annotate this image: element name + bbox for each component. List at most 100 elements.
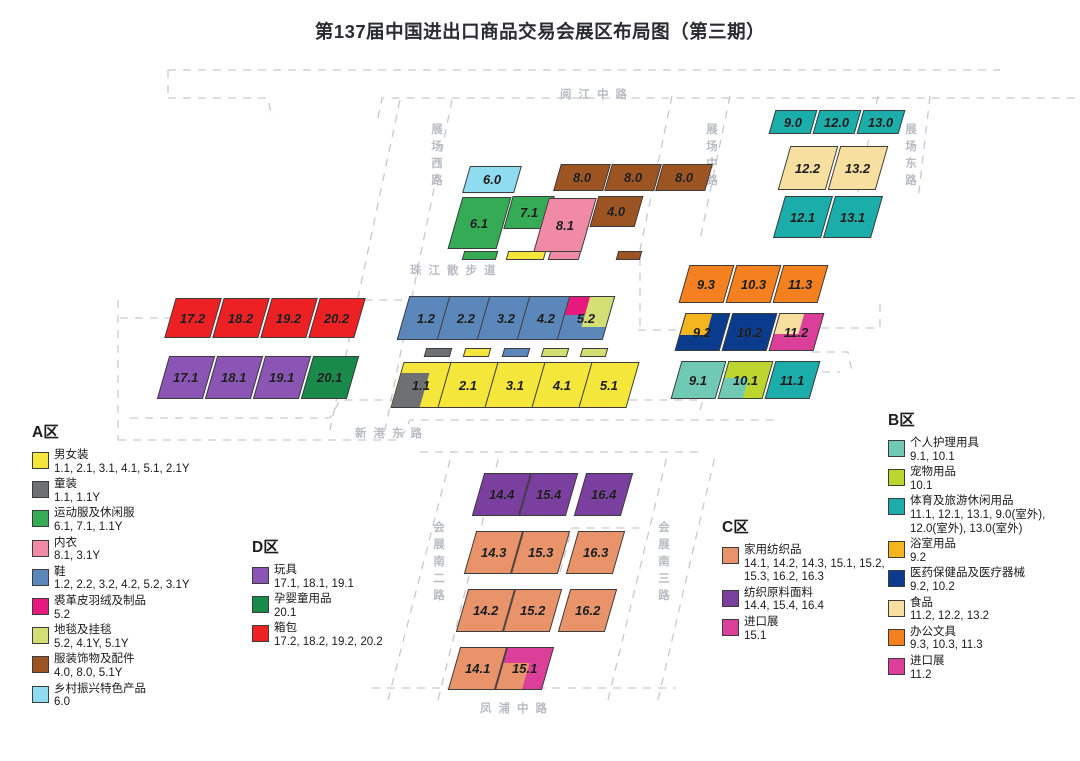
legend-item[interactable]: 童装 1.1, 1.1Y	[32, 478, 237, 505]
booth-block[interactable]: 2.1Y	[505, 251, 547, 260]
booth-label: 1.2	[416, 310, 436, 326]
legend-item[interactable]: 男女装 1.1, 2.1, 3.1, 4.1, 5.1, 2.1Y	[32, 449, 237, 476]
booth-block[interactable]: 8.0	[553, 164, 611, 191]
legend-hall-codes: 10.1	[910, 479, 933, 492]
legend-category-name: 乡村振兴特色产品	[54, 682, 146, 695]
legend-item[interactable]: 家用纺织品 14.1, 14.2, 14.3, 15.1, 15.2, 15.3,…	[722, 544, 912, 585]
legend-color-swatch	[252, 596, 269, 614]
legend-category-name: 男女装	[54, 449, 89, 461]
legend-item[interactable]: 孕婴童用品 20.1	[252, 593, 422, 620]
legend-item[interactable]: 箱包 17.2, 18.2, 19.2, 20.2	[252, 622, 422, 649]
legend-text: 个人护理用具 9.1, 10.1	[910, 437, 979, 464]
legend-item[interactable]: 进口展 11.2	[888, 655, 1078, 682]
booth-block[interactable]: 5.1Y	[615, 251, 643, 260]
legend-title-d: D区	[252, 539, 279, 556]
legend-text: 地毯及挂毯 5.2, 4.1Y, 5.1Y	[54, 624, 129, 651]
legend-category-name: 纺织原料面料	[744, 586, 813, 599]
booth-label: 4.0	[607, 204, 626, 219]
legend-hall-codes: 5.2	[54, 608, 70, 621]
legend-category-name: 童装	[54, 478, 77, 491]
booth-block[interactable]: 1.1Y	[461, 251, 499, 260]
legend-hall-codes: 17.1, 18.1, 19.1	[274, 577, 354, 590]
booth-label: 8.0	[572, 170, 592, 185]
booth-label: 9.0	[783, 114, 803, 130]
page-title: 第137届中国进出口商品交易会展区布局图（第三期）	[314, 21, 766, 42]
booth-label: 8.0	[623, 170, 643, 185]
legend-item[interactable]: 裘革皮羽绒及制品 5.2	[32, 595, 237, 622]
legend-item[interactable]: 服装饰物及配件 4.0, 8.0, 5.1Y	[32, 653, 237, 680]
legend-category-name: 医药保健品及医疗器械	[910, 567, 1025, 580]
legend-item[interactable]: 办公文具 9.3, 10.3, 11.3	[888, 626, 1078, 653]
legend-color-swatch	[32, 656, 49, 674]
booth-label: 12.0	[824, 114, 850, 130]
legend-text: 纺织原料面料 14.4, 15.4, 16.4	[744, 587, 824, 614]
booth-label: 7.1	[519, 205, 539, 220]
legend-item[interactable]: 内衣 8.1, 3.1Y	[32, 537, 237, 564]
booth-block[interactable]: 4.0	[589, 196, 644, 227]
legend-text: 乡村振兴特色产品 6.0	[54, 683, 146, 710]
booth-block[interactable]: 3.1Y	[501, 348, 531, 357]
legend-item[interactable]: 鞋 1.2, 2.2, 3.2, 4.2, 5.2, 3.1Y	[32, 566, 237, 593]
booth-label: 20.1	[317, 370, 343, 385]
legend-color-swatch	[722, 547, 739, 564]
legend-category-name: 运动服及休闲服	[54, 507, 135, 520]
legend-hall-codes: 17.2, 18.2, 19.2, 20.2	[274, 635, 383, 648]
legend-text: 宠物用品 10.1	[910, 466, 956, 493]
legend-item[interactable]: 医药保健品及医疗器械 9.2, 10.2	[888, 567, 1078, 594]
booth-label: 11.3	[788, 276, 813, 292]
legend-color-swatch	[32, 568, 49, 586]
legend-item[interactable]: 玩具 17.1, 18.1, 19.1	[252, 564, 422, 591]
legend-color-swatch	[888, 570, 905, 588]
road-label: 凤浦中路	[480, 703, 554, 715]
legend-title-c: C区	[722, 519, 749, 536]
booth-block[interactable]: 4.1Y	[540, 348, 570, 357]
legend-item[interactable]: 个人护理用具 9.1, 10.1	[888, 437, 1078, 464]
booth-label: 11.1	[780, 372, 805, 388]
legend-color-swatch	[722, 618, 739, 636]
booth-block[interactable]: 5.1Y	[579, 348, 609, 357]
legend-item[interactable]: 进口展 15.1	[722, 616, 912, 643]
legend-item[interactable]: 体育及旅游休闲用品 11.1, 12.1, 13.1, 9.0(室外), 12.0…	[888, 495, 1078, 536]
booth-label: 15.3	[527, 545, 554, 560]
booth-label: 10.3	[740, 276, 767, 292]
legend-item[interactable]: 地毯及挂毯 5.2, 4.1Y, 5.1Y	[32, 624, 237, 651]
legend-color-swatch	[32, 597, 49, 615]
legend-hall-codes: 6.0	[54, 696, 70, 709]
legend-item[interactable]: 食品 11.2, 12.2, 13.2	[888, 597, 1078, 624]
legend-item[interactable]: 宠物用品 10.1	[888, 466, 1078, 493]
legend-text: 童装 1.1, 1.1Y	[54, 478, 100, 505]
legend-item[interactable]: 运动服及休闲服 6.1, 7.1, 1.1Y	[32, 507, 237, 534]
booth-block[interactable]: 13.0	[856, 110, 906, 134]
legend-color-swatch	[888, 628, 905, 646]
legend-category-name: 食品	[910, 596, 933, 609]
booth-label: 2.1	[458, 377, 478, 393]
legend-hall-codes: 8.1, 3.1Y	[54, 550, 101, 563]
legend-hall-codes: 4.0, 8.0, 5.1Y	[54, 666, 123, 679]
legend-item[interactable]: 纺织原料面料 14.4, 15.4, 16.4	[722, 587, 912, 614]
legend-item[interactable]: 乡村振兴特色产品 6.0	[32, 683, 237, 710]
booth-block[interactable]: 8.0	[655, 164, 713, 191]
booth-block[interactable]: 3.1Y	[547, 251, 582, 260]
legend-hall-codes: 14.1, 14.2, 14.3, 15.1, 15.2, 15.3, 16.2…	[744, 557, 885, 584]
legend-category-name: 浴室用品	[910, 538, 956, 551]
legend-item[interactable]: 浴室用品 9.2	[888, 538, 1078, 565]
booth-block[interactable]: 1.1Y	[423, 348, 453, 357]
legend-category-name: 地毯及挂毯	[54, 624, 112, 637]
booth-block[interactable]: 12.0	[812, 110, 862, 134]
booth-block[interactable]: 6.0	[462, 166, 522, 193]
booth-block[interactable]: 2.1Y	[462, 348, 492, 357]
booth-label: 17.2	[180, 310, 206, 326]
booth-block[interactable]: 9.0	[768, 110, 818, 134]
legend-text: 医药保健品及医疗器械 9.2, 10.2	[910, 567, 1025, 594]
legend-hall-codes: 1.1, 1.1Y	[54, 491, 101, 504]
booth-subzone-patch	[774, 314, 805, 334]
legend-color-swatch	[888, 440, 905, 457]
booth-subzone-patch	[496, 663, 530, 689]
booth-block[interactable]: 8.0	[604, 164, 662, 191]
legend-color-swatch	[32, 539, 49, 557]
booth-label: 18.1	[221, 370, 247, 385]
booth-label: 16.3	[582, 545, 609, 560]
booth-label: 3.1	[505, 377, 525, 393]
legend-color-swatch	[32, 452, 49, 469]
